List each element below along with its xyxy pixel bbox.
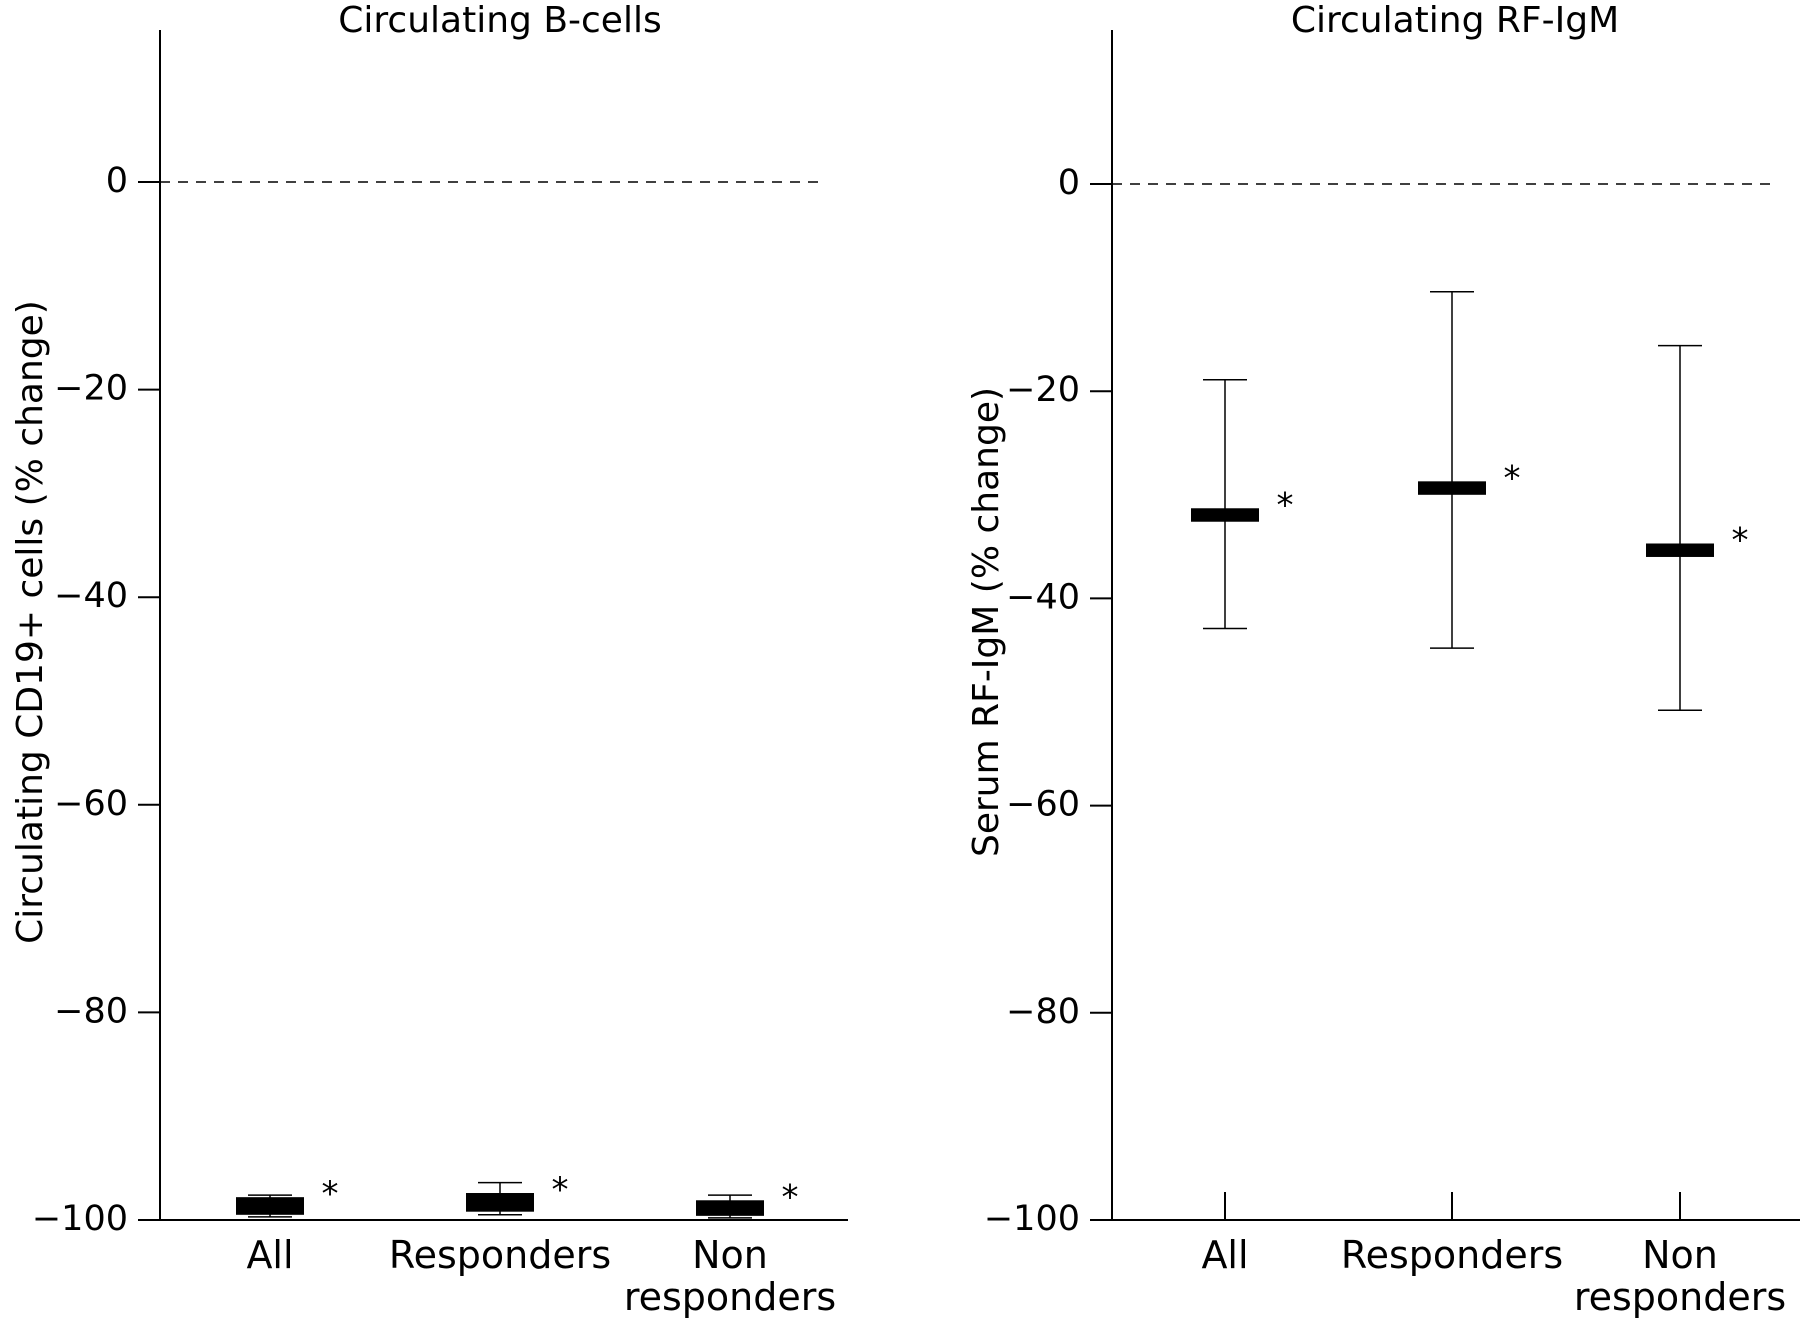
box <box>466 1193 534 1212</box>
significance-star: * <box>1277 485 1294 525</box>
y-tick-label: −60 <box>54 784 128 824</box>
y-tick-label: −40 <box>1006 577 1080 617</box>
y-tick-label: −80 <box>54 991 128 1031</box>
category-label: All <box>246 1233 293 1277</box>
box <box>1191 508 1259 522</box>
y-tick-label: −20 <box>54 369 128 409</box>
significance-star: * <box>322 1174 339 1214</box>
y-tick-label: −80 <box>1006 992 1080 1032</box>
chart-title: Circulating RF-IgM <box>1291 0 1619 41</box>
panel-circulating-rf-igm: Circulating RF-IgM Serum RF-IgM (% change… <box>966 0 1800 1319</box>
y-tick-label: −20 <box>1006 370 1080 410</box>
category-label: responders <box>624 1275 836 1319</box>
y-tick-label: −60 <box>1006 785 1080 825</box>
panel-circulating-b-cells: Circulating B-cells Circulating CD19+ cel… <box>10 0 848 1319</box>
category-label: Responders <box>1341 1233 1563 1277</box>
category-label: Non <box>692 1233 768 1277</box>
y-axis-label: Circulating CD19+ cells (% change) <box>10 300 51 944</box>
category-label: responders <box>1574 1275 1786 1319</box>
y-axis-label: Serum RF-IgM (% change) <box>966 387 1007 857</box>
y-tick-label: 0 <box>106 161 128 201</box>
significance-star: * <box>552 1170 569 1210</box>
box <box>236 1197 304 1215</box>
y-tick-label: −40 <box>54 576 128 616</box>
box <box>1646 543 1714 557</box>
chart-title: Circulating B-cells <box>338 0 661 41</box>
y-tick-label: −100 <box>32 1199 128 1239</box>
y-tick-label: 0 <box>1058 163 1080 203</box>
y-tick-label: −100 <box>984 1199 1080 1239</box>
significance-star: * <box>1504 458 1521 498</box>
significance-star: * <box>1732 520 1749 560</box>
box <box>1418 481 1486 495</box>
category-label: Responders <box>389 1233 611 1277</box>
category-label: Non <box>1642 1233 1718 1277</box>
box <box>696 1200 764 1216</box>
significance-star: * <box>782 1177 799 1217</box>
category-label: All <box>1201 1233 1248 1277</box>
